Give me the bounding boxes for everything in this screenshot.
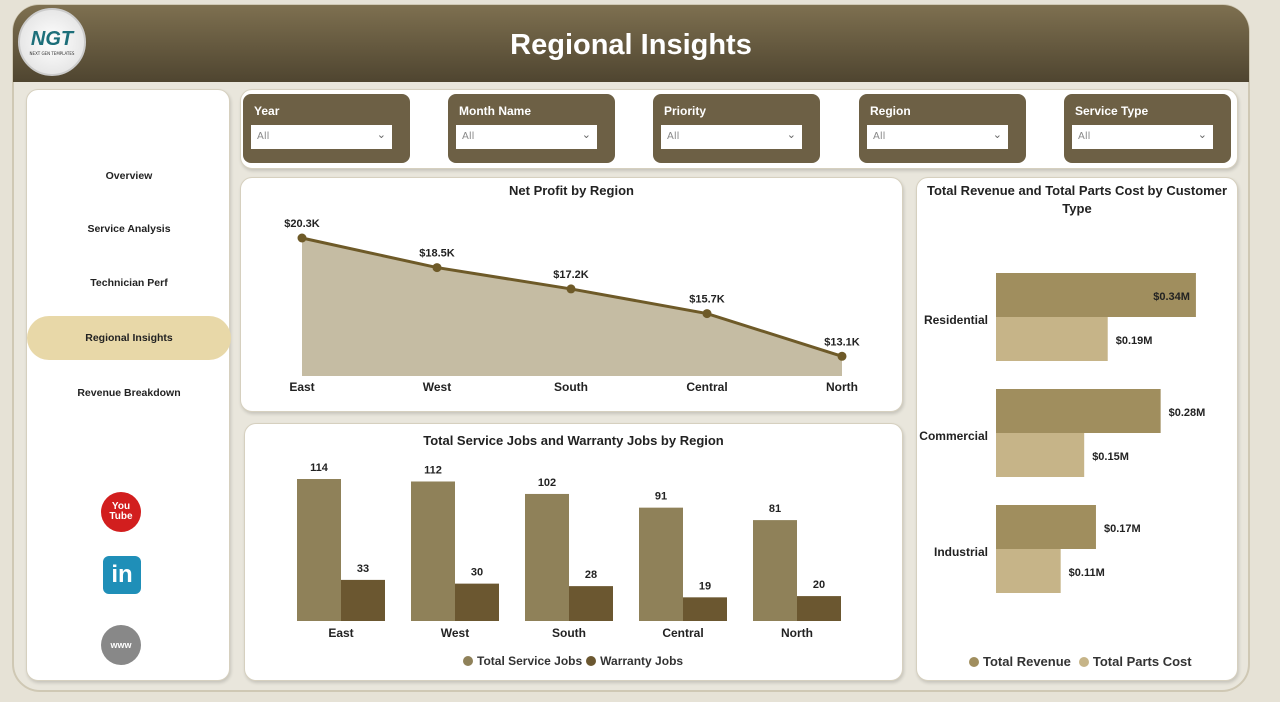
- logo: NGT NEXT GEN TEMPLATES: [18, 8, 86, 76]
- filter-label: Region: [870, 104, 911, 118]
- globe-icon[interactable]: www: [101, 625, 141, 665]
- filter-dropdown[interactable]: All ⌄: [661, 125, 802, 149]
- filter-2: Priority All ⌄: [653, 94, 820, 163]
- chart-title: Total Revenue and Total Parts Cost by Cu…: [926, 183, 1227, 216]
- logo-subtext: NEXT GEN TEMPLATES: [29, 51, 75, 56]
- filter-label: Year: [254, 104, 280, 118]
- header: Regional Insights: [13, 5, 1249, 82]
- filter-4: Service Type All ⌄: [1064, 94, 1231, 163]
- filter-label: Month Name: [459, 104, 531, 118]
- legend-label: Total Service Jobs: [477, 654, 583, 668]
- jobs-card: Total Service Jobs and Warranty Jobs by …: [244, 423, 903, 681]
- filter-value: All: [1078, 131, 1091, 142]
- legend-dot: [1078, 656, 1089, 667]
- nav-revenue-breakdown[interactable]: Revenue Breakdown: [77, 387, 181, 399]
- filter-value: All: [667, 131, 680, 142]
- nav-regional-insights[interactable]: Regional Insights: [27, 316, 231, 360]
- filter-dropdown[interactable]: All ⌄: [867, 125, 1008, 149]
- sidebar: Overview Service Analysis Technician Per…: [26, 89, 231, 681]
- legend-label: Total Revenue: [983, 654, 1071, 669]
- filter-label: Service Type: [1075, 104, 1149, 118]
- chart-title: Total Service Jobs and Warranty Jobs by …: [423, 433, 724, 448]
- filter-label: Priority: [664, 104, 707, 118]
- chevron-down-icon: ⌄: [1197, 128, 1207, 141]
- filter-dropdown[interactable]: All ⌄: [456, 125, 597, 149]
- filter-dropdown[interactable]: All ⌄: [251, 125, 392, 149]
- legend-label: Total Parts Cost: [1092, 654, 1192, 669]
- filter-1: Month Name All ⌄: [448, 94, 615, 163]
- chart-title: Net Profit by Region: [509, 183, 634, 198]
- filter-value: All: [873, 131, 886, 142]
- nav-technician-perf[interactable]: Technician Perf: [90, 277, 168, 289]
- legend-dot: [586, 656, 597, 666]
- chevron-down-icon: ⌄: [376, 128, 386, 141]
- legend: Total Revenue Total Parts Cost: [969, 654, 1192, 669]
- legend-label: Warranty Jobs: [600, 654, 684, 668]
- nav-overview[interactable]: Overview: [105, 170, 153, 182]
- revenue-card: Total Revenue and Total Parts Cost by Cu…: [916, 177, 1238, 681]
- filter-0: Year All ⌄: [243, 94, 410, 163]
- legend: Total Service Jobs Warranty Jobs: [463, 654, 683, 668]
- page-title: Regional Insights: [510, 29, 752, 61]
- net-profit-card: Net Profit by Region: [240, 177, 903, 412]
- chevron-down-icon: ⌄: [581, 128, 591, 141]
- legend-dot: [463, 656, 473, 666]
- chevron-down-icon: ⌄: [992, 128, 1002, 141]
- youtube-icon[interactable]: You Tube: [101, 492, 141, 532]
- logo-text: NGT: [30, 28, 74, 50]
- filter-dropdown[interactable]: All ⌄: [1072, 125, 1213, 149]
- linkedin-icon[interactable]: in: [103, 556, 141, 594]
- nav-service-analysis[interactable]: Service Analysis: [87, 223, 171, 235]
- filter-value: All: [257, 131, 270, 142]
- filter-3: Region All ⌄: [859, 94, 1026, 163]
- legend-dot: [969, 656, 979, 667]
- chevron-down-icon: ⌄: [786, 128, 796, 141]
- filter-value: All: [462, 131, 475, 142]
